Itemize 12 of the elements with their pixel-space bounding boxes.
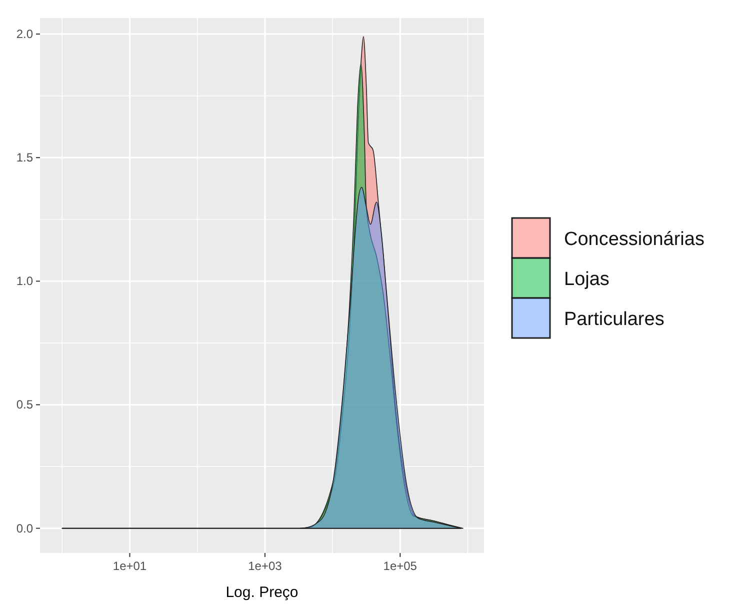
x-tick-label: 1e+01	[112, 559, 147, 573]
legend-label: Lojas	[564, 269, 610, 290]
y-tick-label: 1.0	[16, 274, 34, 288]
x-axis-title: Log. Preço	[226, 584, 298, 601]
x-tick-label: 1e+03	[248, 559, 282, 573]
y-tick-label: 1.5	[16, 150, 34, 165]
legend-label: Particulares	[564, 309, 664, 330]
legend-label: Concessionárias	[564, 229, 704, 250]
x-tick-label: 1e+05	[383, 559, 418, 573]
y-tick-label: 2.0	[16, 27, 34, 42]
y-tick-label: 0.5	[16, 398, 34, 412]
y-tick-label: 0.0	[16, 521, 34, 536]
